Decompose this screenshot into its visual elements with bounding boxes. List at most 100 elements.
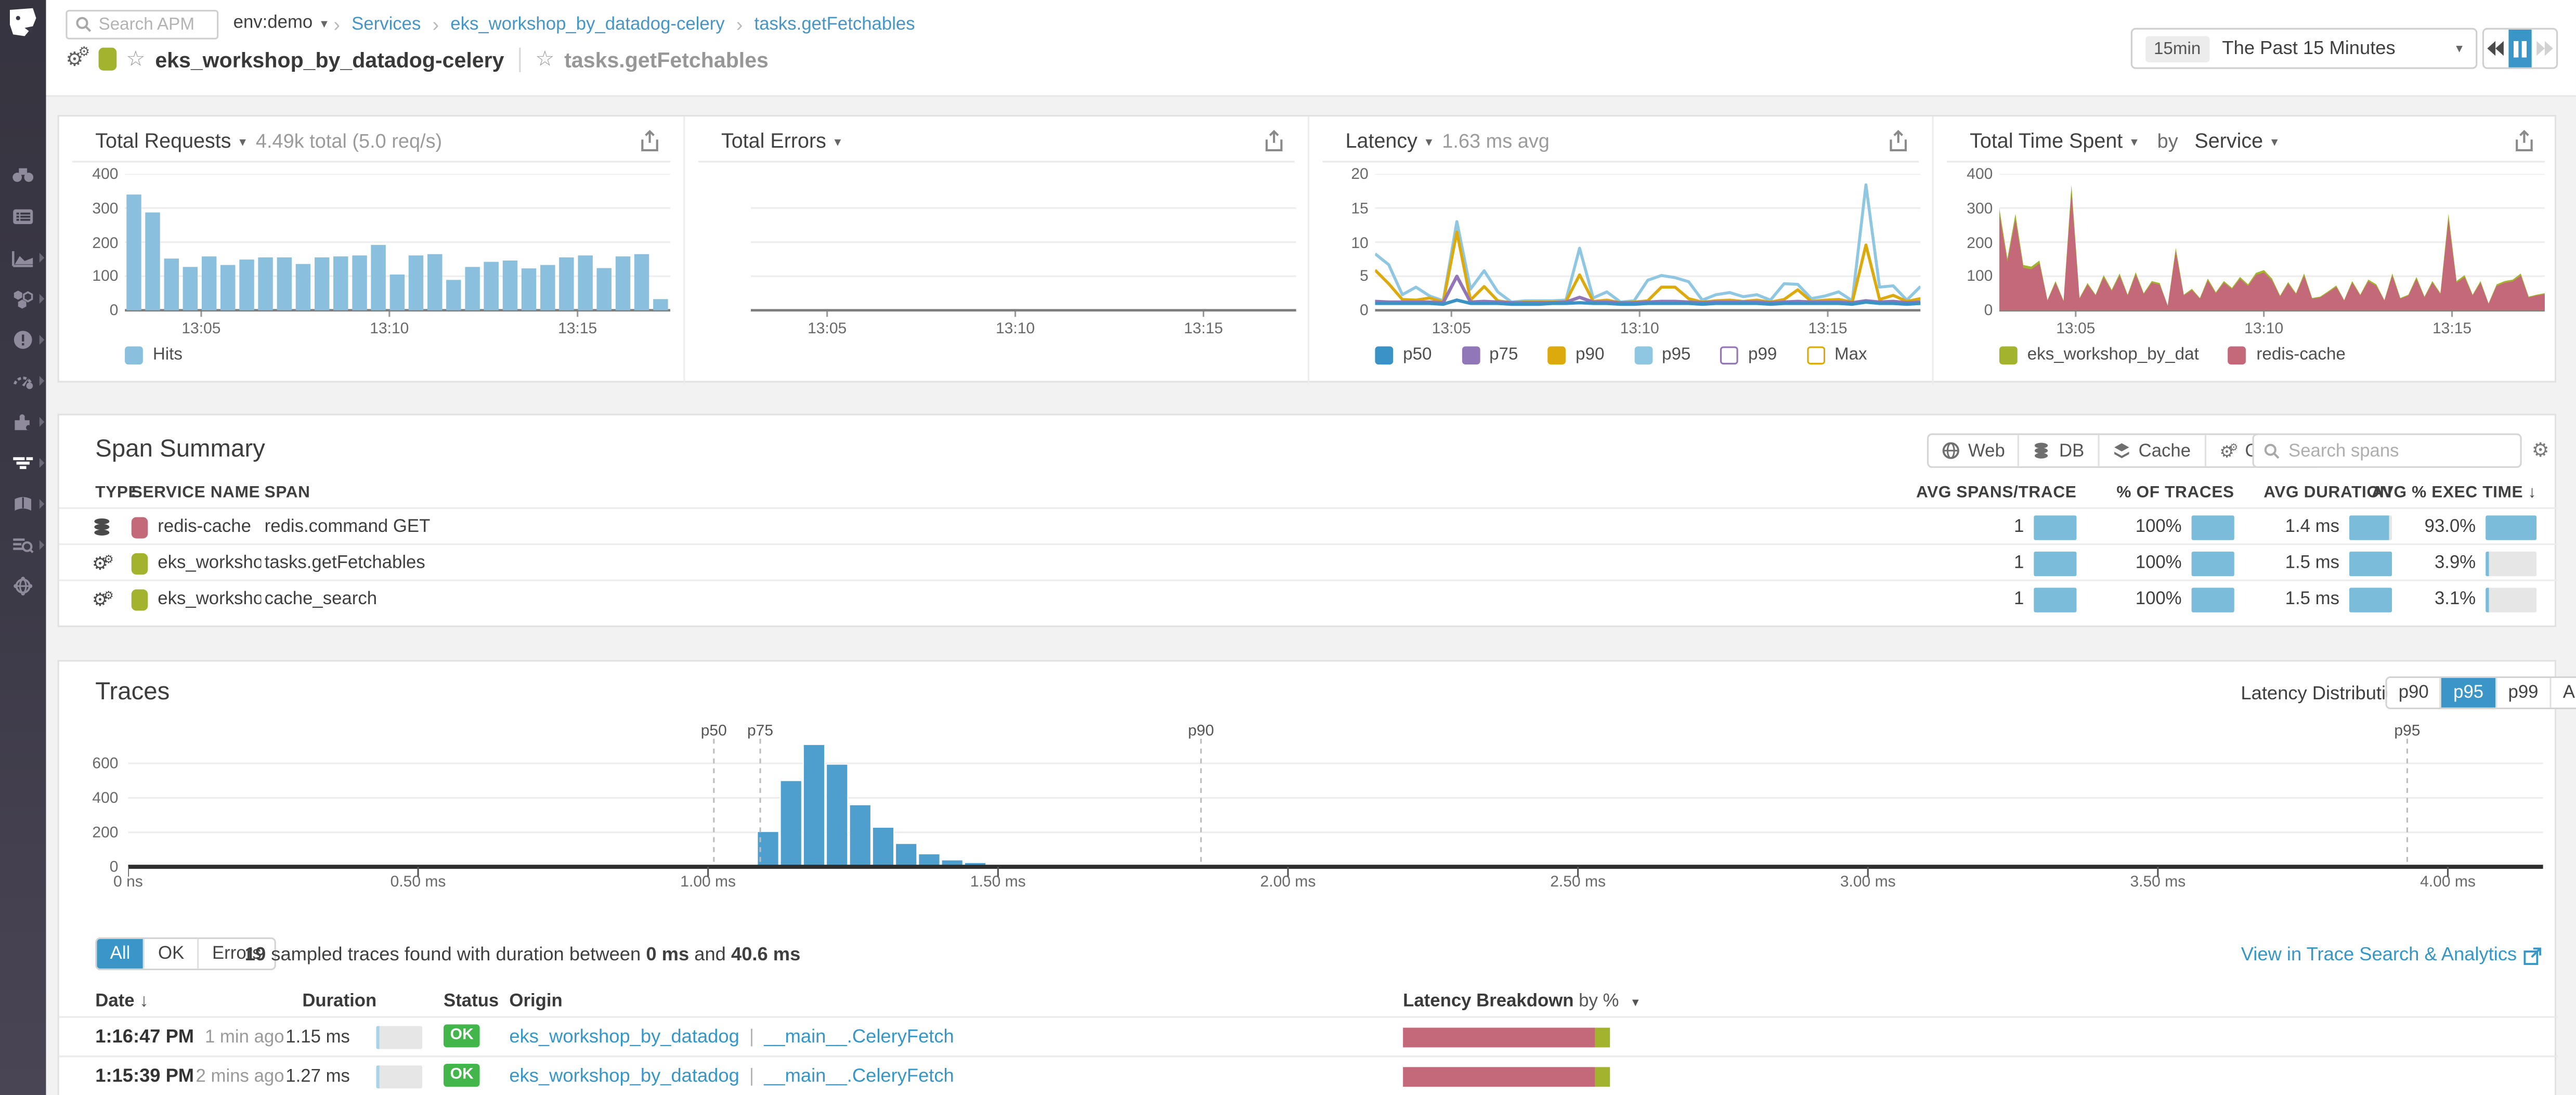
sidebar-item-logs[interactable] xyxy=(0,527,46,563)
flyout-arrow-icon xyxy=(39,458,45,468)
col-service[interactable]: SERVICE NAME xyxy=(131,484,261,503)
legend-item[interactable]: p90 xyxy=(1547,345,1604,364)
col-spans-per-trace[interactable]: AVG SPANS/TRACE xyxy=(1916,484,2077,503)
col-duration[interactable]: Duration xyxy=(302,992,377,1011)
chevron-down-icon: ▾ xyxy=(834,134,841,149)
breakdown-redis-cache xyxy=(1403,1067,1596,1087)
legend-item[interactable]: p50 xyxy=(1375,345,1432,364)
breadcrumb-link-2[interactable]: tasks.getFetchables xyxy=(754,15,915,35)
col-exec-time[interactable]: AVG % EXEC TIME ↓ xyxy=(2371,484,2537,503)
span-name[interactable]: cache_search xyxy=(264,589,378,609)
sidebar-item-infrastructure[interactable] xyxy=(0,281,46,317)
sidebar-item-monitors[interactable] xyxy=(0,363,46,399)
trace-row[interactable]: 1:15:39 PM 2 mins ago 1.27 ms OK eks_worksho… xyxy=(59,1055,2558,1095)
origin-service-link[interactable]: eks_workshop_by_datadog xyxy=(509,1067,739,1087)
filter-button-db[interactable]: DB xyxy=(2018,435,2098,466)
db-icon xyxy=(2033,441,2051,460)
legend-item[interactable]: p95 xyxy=(1634,345,1690,364)
chart-title[interactable]: Total Time Spent xyxy=(1970,129,2123,153)
span-name[interactable]: redis.command GET xyxy=(264,517,431,537)
rewind-button[interactable] xyxy=(2484,30,2508,68)
col-latency-breakdown[interactable]: Latency Breakdown by % ▾ xyxy=(1403,992,1639,1011)
service-name[interactable]: eks_workshop_by_datadog-celery xyxy=(158,553,262,573)
time-player-controls xyxy=(2482,28,2558,69)
span-name[interactable]: tasks.getFetchables xyxy=(264,553,425,573)
col-avg-duration[interactable]: AVG DURATION xyxy=(2263,484,2392,503)
span-summary-row[interactable]: ⚙⚙ eks_workshop_by_datadog-celerytasks.ge… xyxy=(59,543,2558,579)
view-in-trace-search-link[interactable]: View in Trace Search & Analytics xyxy=(2241,946,2542,966)
sidebar-item-integrations[interactable] xyxy=(0,404,46,440)
chart-title[interactable]: Latency xyxy=(1345,129,1417,153)
env-selector[interactable]: env:demo ▾ xyxy=(233,13,328,33)
y-axis-label: 400 xyxy=(1967,165,1993,184)
col-status[interactable]: Status xyxy=(444,992,499,1011)
top-bar: Search APM env:demo ▾ › Services › eks_work… xyxy=(46,0,2576,97)
sidebar xyxy=(0,0,46,1095)
col-pct-traces[interactable]: % OF TRACES xyxy=(2116,484,2234,503)
service-name[interactable]: redis-cache xyxy=(158,517,251,537)
search-apm-input[interactable]: Search APM xyxy=(66,9,219,40)
tab-all[interactable]: All xyxy=(97,939,144,969)
favorite-operation-star-icon[interactable]: ☆ xyxy=(535,46,555,71)
value-bar xyxy=(2349,545,2392,581)
col-type[interactable]: TYPE xyxy=(95,484,140,503)
span-type-custom-icon: ⚙ ⚙ xyxy=(92,581,113,617)
legend-item[interactable]: eks_workshop_by_dat xyxy=(1999,345,2199,364)
span-summary-row[interactable]: ⚙⚙ eks_workshop_by_datadog-celerycache_se… xyxy=(59,579,2558,617)
legend-item[interactable]: p75 xyxy=(1461,345,1518,364)
sidebar-item-watchdog[interactable] xyxy=(0,158,46,193)
breakdown-eks-workshop xyxy=(1595,1067,1610,1087)
export-chart-icon[interactable] xyxy=(2514,129,2535,161)
chart-title[interactable]: Total Requests xyxy=(95,129,231,153)
sidebar-item-dashboards[interactable] xyxy=(0,199,46,234)
forward-button[interactable] xyxy=(2532,30,2556,68)
export-chart-icon[interactable] xyxy=(1264,129,1285,161)
dist-button-p99[interactable]: p99 xyxy=(2495,678,2550,708)
export-chart-icon[interactable] xyxy=(639,129,660,161)
origin-resource-link[interactable]: __main__.CeleryFetch xyxy=(764,1067,954,1087)
dist-button-all[interactable]: All xyxy=(2549,678,2576,708)
chart-title[interactable]: Total Errors xyxy=(721,129,826,153)
favorite-service-star-icon[interactable]: ☆ xyxy=(126,46,146,71)
pause-button[interactable] xyxy=(2508,29,2532,68)
span-search-input[interactable]: Search spans xyxy=(2252,433,2522,468)
service-name[interactable]: eks_workshop_by_datadog-celery xyxy=(158,589,262,609)
origin-resource-link[interactable]: __main__.CeleryFetch xyxy=(764,1027,954,1048)
export-chart-icon[interactable] xyxy=(1888,129,1909,161)
histogram-plot[interactable] xyxy=(128,736,2543,880)
hist-y-label: 400 xyxy=(92,789,119,808)
sidebar-item-metrics[interactable] xyxy=(0,240,46,276)
filter-button-web[interactable]: Web xyxy=(1929,435,2019,466)
time-range-selector[interactable]: 15min The Past 15 Minutes ▾ xyxy=(2130,28,2478,69)
trace-row[interactable]: 1:16:47 PM 1 min ago 1.15 ms OK eks_workshop… xyxy=(59,1016,2558,1055)
legend-item[interactable]: Max xyxy=(1806,345,1867,364)
span-summary-row[interactable]: redis-cache redis.command GET 1 100% 1.4 ms 9… xyxy=(59,507,2558,543)
dist-button-p90[interactable]: p90 xyxy=(2387,678,2440,708)
col-span[interactable]: SPAN xyxy=(264,484,310,503)
origin-service-link[interactable]: eks_workshop_by_datadog xyxy=(509,1027,739,1048)
latency-distribution-buttons: p90p95p99All xyxy=(2385,676,2576,709)
span-table-settings-gear-icon[interactable]: ⚙ xyxy=(2531,438,2549,462)
sidebar-item-events[interactable] xyxy=(0,322,46,358)
sidebar-item-notebooks[interactable] xyxy=(0,486,46,522)
tab-errors[interactable]: Errors xyxy=(197,939,275,969)
dist-button-p95[interactable]: p95 xyxy=(2440,678,2495,708)
percentile-marker-p90: p90 xyxy=(1188,722,1214,740)
breadcrumb-link-0[interactable]: Services xyxy=(352,15,421,35)
tab-ok[interactable]: OK xyxy=(143,939,198,969)
col-date[interactable]: Date ↓ xyxy=(95,992,149,1011)
chevron-down-icon: ▾ xyxy=(239,134,246,149)
sidebar-item-synthetics[interactable] xyxy=(0,568,46,604)
legend-item[interactable]: p99 xyxy=(1720,345,1777,364)
legend-item[interactable]: redis-cache xyxy=(2228,345,2346,364)
chart-plot xyxy=(750,207,1296,317)
sidebar-item-apm[interactable] xyxy=(0,445,46,481)
datadog-logo-icon[interactable] xyxy=(5,5,41,41)
group-by-selector[interactable]: Service xyxy=(2194,129,2263,153)
legend-item[interactable]: Hits xyxy=(125,345,183,364)
service-title: eks_workshop_by_datadog-celery xyxy=(155,46,504,72)
breadcrumb-link-1[interactable]: eks_workshop_by_datadog-celery xyxy=(450,15,725,35)
filter-button-cache[interactable]: Cache xyxy=(2097,435,2204,466)
x-axis-label: 13:05 xyxy=(808,320,847,338)
col-origin[interactable]: Origin xyxy=(509,992,563,1011)
